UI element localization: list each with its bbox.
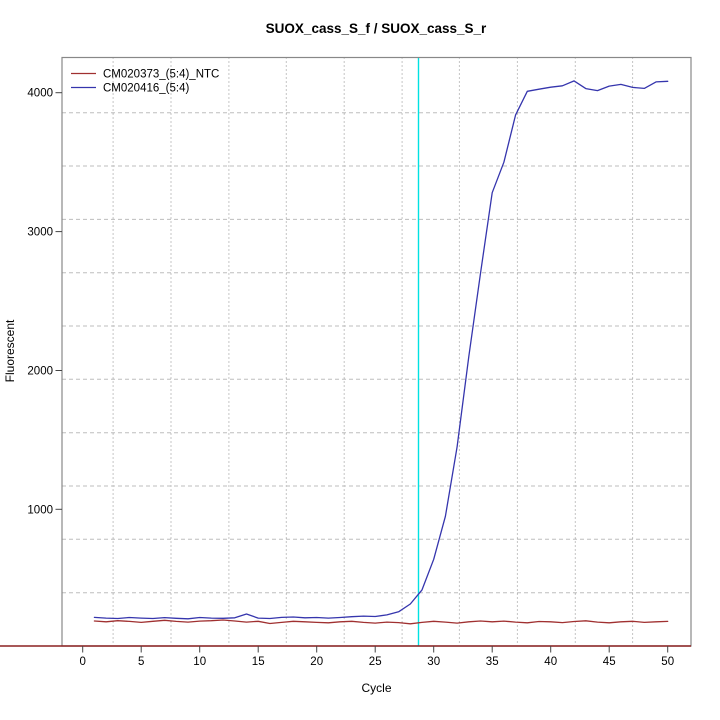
x-tick-label: 20 — [310, 656, 323, 668]
y-tick-label: 3000 — [27, 227, 53, 239]
plot-frame — [61, 56, 692, 647]
x-tick-label: 45 — [603, 656, 616, 668]
y-tick-label: 4000 — [27, 88, 53, 100]
x-tick-label: 5 — [138, 656, 144, 668]
legend: CM020373_(5:4)_NTC CM020416_(5:4) — [71, 69, 219, 95]
x-tick-label: 40 — [544, 656, 557, 668]
plot-frame-group — [0, 56, 692, 647]
x-tick-label: 50 — [661, 656, 674, 668]
y-tick-label: 1000 — [27, 504, 53, 516]
chart-title: SUOX_cass_S_f / SUOX_cass_S_r — [266, 21, 487, 36]
legend-label-sample: CM020416_(5:4) — [103, 83, 189, 95]
x-tick-label: 15 — [252, 656, 265, 668]
axis-ticks-group: 0 5 10 15 20 25 30 35 40 45 50 1000 2000 3000 4000 — [27, 88, 674, 668]
horizontal-gridlines — [62, 112, 691, 594]
y-tick-label: 2000 — [27, 366, 53, 378]
x-tick-label: 10 — [193, 656, 206, 668]
x-tick-label: 0 — [79, 656, 85, 668]
legend-label-ntc: CM020373_(5:4)_NTC — [103, 69, 219, 81]
x-tick-label: 30 — [427, 656, 440, 668]
series-curve-0 — [93, 619, 669, 625]
x-axis-label: Cycle — [361, 681, 391, 695]
series-curve-1 — [93, 80, 669, 620]
y-axis-label: Fluorescent — [3, 319, 17, 382]
x-tick-label: 35 — [486, 656, 499, 668]
data-series-group — [93, 80, 669, 625]
vertical-gridlines — [112, 57, 634, 646]
x-tick-label: 25 — [369, 656, 382, 668]
